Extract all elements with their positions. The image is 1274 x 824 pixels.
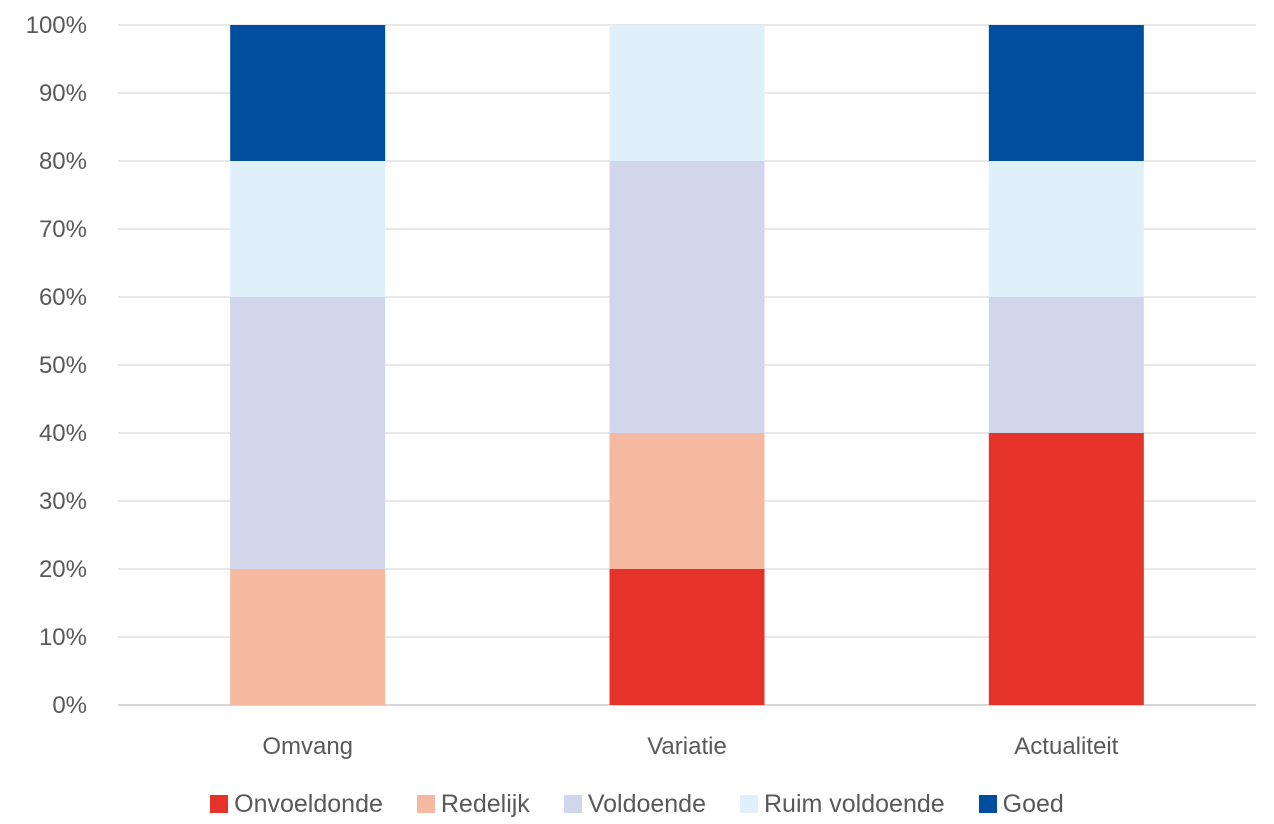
- bar-segment: [988, 161, 1144, 297]
- bar-segment: [230, 25, 386, 161]
- x-tick-label: Actualiteit: [1014, 733, 1118, 760]
- x-tick-label: Omvang: [262, 733, 353, 760]
- y-tick-label: 0%: [52, 692, 87, 719]
- bar-segment: [230, 297, 386, 569]
- stacked-bar-chart: 0% 10% 20% 30% 40% 50% 60% 70% 80% 90% 100% Omvang…: [26, 12, 1256, 760]
- legend-swatch: [740, 795, 758, 813]
- bar-segment: [609, 569, 765, 705]
- legend: Onvoeldonde Redelijk Voldoende Ruim voldoen…: [0, 784, 1274, 824]
- bar-segment: [230, 569, 386, 705]
- x-axis: Omvang Variatie Actualiteit: [262, 733, 1118, 760]
- legend-swatch: [210, 795, 229, 813]
- legend-item: Redelijk: [416, 789, 530, 819]
- legend-swatch: [978, 795, 997, 813]
- bar-segment: [988, 297, 1144, 433]
- legend-swatch: [416, 795, 435, 813]
- y-tick-label: 70%: [39, 216, 87, 243]
- legend-label: Goed: [1002, 789, 1064, 818]
- bars: [230, 25, 1144, 705]
- y-tick-label: 100%: [26, 12, 87, 39]
- bar-segment: [609, 161, 765, 433]
- y-tick-label: 30%: [39, 488, 87, 515]
- bar-segment: [988, 25, 1144, 161]
- bar-segment: [988, 433, 1144, 705]
- legend-label: Ruim voldoende: [764, 789, 945, 818]
- legend-item: Voldoende: [563, 789, 706, 819]
- legend-label: Voldoende: [587, 789, 706, 818]
- bar-segment: [609, 25, 765, 161]
- y-tick-label: 50%: [39, 352, 87, 379]
- y-axis: 0% 10% 20% 30% 40% 50% 60% 70% 80% 90% 100%: [26, 12, 87, 719]
- y-tick-label: 20%: [39, 556, 87, 583]
- legend-label: Redelijk: [440, 789, 530, 818]
- legend-item: Goed: [978, 789, 1064, 819]
- y-tick-label: 80%: [39, 148, 87, 175]
- bar-segment: [609, 433, 765, 569]
- legend-swatch: [563, 795, 582, 813]
- bar-segment: [230, 161, 386, 297]
- x-tick-label: Variatie: [647, 733, 727, 760]
- legend-label: Onvoeldonde: [234, 789, 383, 818]
- y-tick-label: 40%: [39, 420, 87, 447]
- y-tick-label: 90%: [39, 80, 87, 107]
- legend-item: Ruim voldoende: [740, 790, 945, 819]
- legend-item: Onvoeldonde: [210, 790, 383, 819]
- y-tick-label: 60%: [39, 284, 87, 311]
- y-tick-label: 10%: [39, 624, 87, 651]
